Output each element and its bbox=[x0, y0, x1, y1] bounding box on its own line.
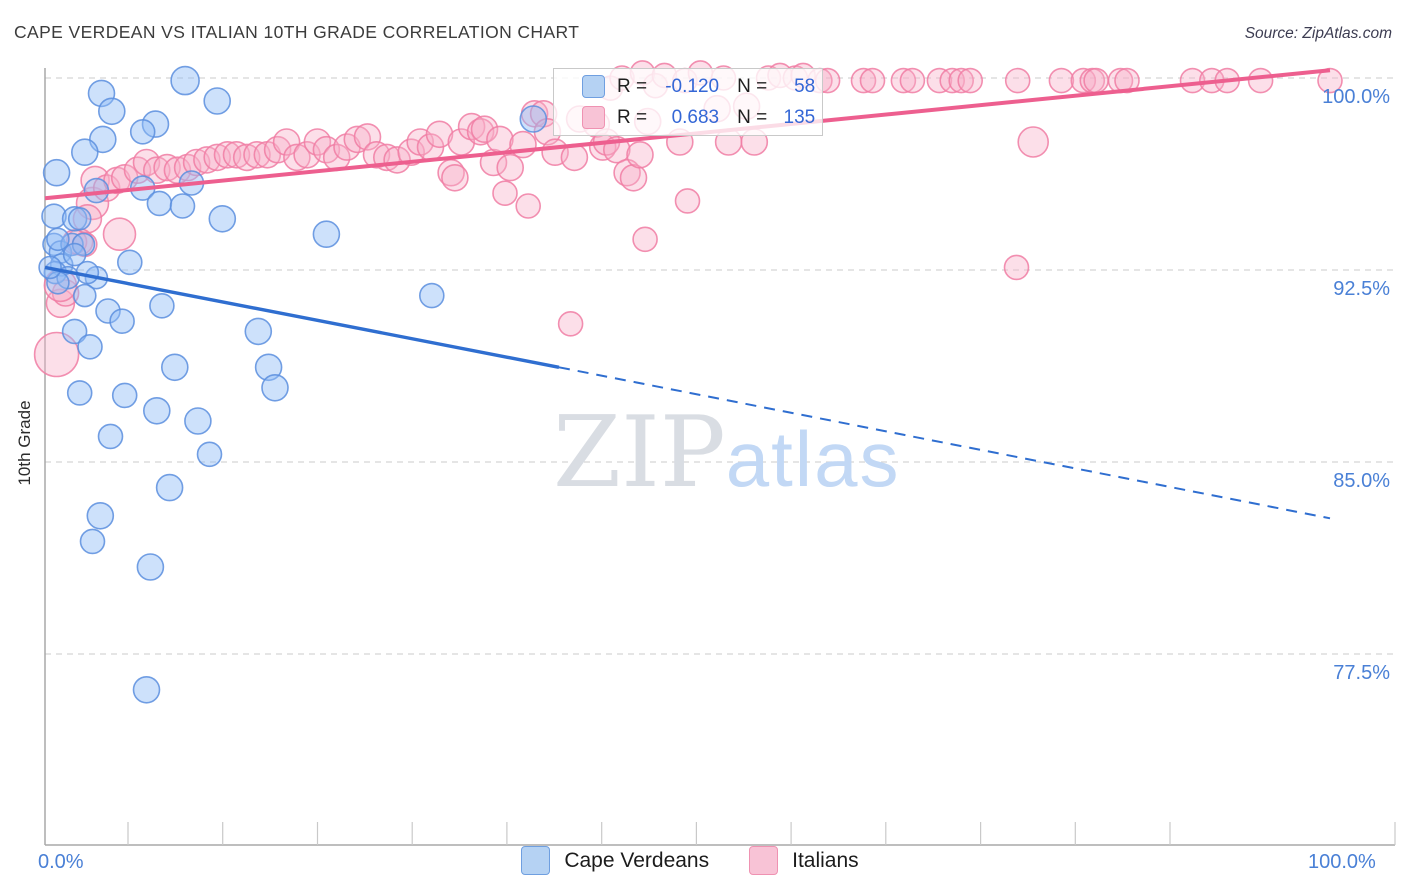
source-credit: Source: ZipAtlas.com bbox=[1244, 25, 1392, 42]
n-value-italians: 135 bbox=[783, 106, 816, 128]
y-tick-label-85: 85.0% bbox=[1333, 470, 1390, 492]
y-axis-title: 10th Grade bbox=[15, 400, 34, 486]
x-axis-min-label: 0.0% bbox=[38, 851, 84, 873]
cape-verdeans-legend-label[interactable]: Cape Verdeans bbox=[564, 848, 710, 872]
r-value-italians: 0.683 bbox=[671, 106, 720, 128]
y-tick-label-100: 100.0% bbox=[1322, 86, 1390, 108]
y-tick-label-92-5: 92.5% bbox=[1333, 278, 1390, 300]
n-value-cape-verdeans: 58 bbox=[794, 75, 816, 97]
r-label: R = bbox=[617, 106, 648, 128]
stats-row-cape-verdeans: R = -0.120 N = 58 bbox=[554, 73, 822, 100]
cape-verdeans-swatch bbox=[582, 75, 605, 98]
r-label: R = bbox=[617, 75, 648, 97]
x-axis-max-label: 100.0% bbox=[1308, 851, 1376, 873]
y-tick-label-77-5: 77.5% bbox=[1333, 662, 1390, 684]
r-value-cape-verdeans: -0.120 bbox=[665, 75, 720, 97]
page-title: CAPE VERDEAN VS ITALIAN 10TH GRADE CORRE… bbox=[14, 22, 580, 42]
italians-legend-label[interactable]: Italians bbox=[792, 848, 859, 872]
cape-verdeans-legend-swatch[interactable] bbox=[521, 846, 551, 875]
italians-swatch bbox=[582, 106, 605, 129]
legend-stats-box: R = -0.120 N = 58 R = 0.683 N = 135 bbox=[553, 68, 823, 136]
n-label: N = bbox=[737, 75, 768, 97]
n-label: N = bbox=[737, 106, 768, 128]
stats-row-italians: R = 0.683 N = 135 bbox=[554, 104, 822, 131]
series-legend: Cape Verdeans Italians bbox=[0, 846, 1406, 875]
italians-legend-swatch[interactable] bbox=[749, 846, 779, 875]
